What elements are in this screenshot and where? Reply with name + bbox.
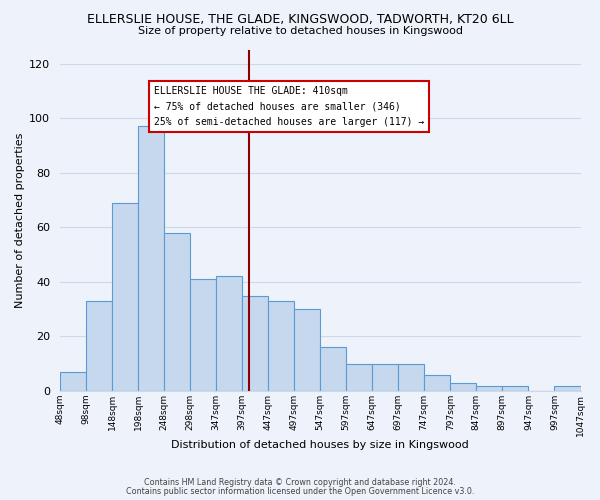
Bar: [268, 301, 294, 391]
Bar: [554, 386, 581, 391]
Y-axis label: Number of detached properties: Number of detached properties: [15, 133, 25, 308]
Bar: [112, 203, 138, 391]
Bar: [372, 364, 398, 391]
Bar: [164, 233, 190, 391]
Bar: [294, 309, 320, 391]
Text: Size of property relative to detached houses in Kingswood: Size of property relative to detached ho…: [137, 26, 463, 36]
Bar: [320, 348, 346, 391]
Text: ELLERSLIE HOUSE, THE GLADE, KINGSWOOD, TADWORTH, KT20 6LL: ELLERSLIE HOUSE, THE GLADE, KINGSWOOD, T…: [86, 12, 514, 26]
Bar: [216, 276, 242, 391]
Bar: [86, 301, 112, 391]
Bar: [242, 296, 268, 391]
Bar: [398, 364, 424, 391]
Bar: [476, 386, 502, 391]
X-axis label: Distribution of detached houses by size in Kingswood: Distribution of detached houses by size …: [172, 440, 469, 450]
Text: Contains public sector information licensed under the Open Government Licence v3: Contains public sector information licen…: [126, 487, 474, 496]
Bar: [60, 372, 86, 391]
Bar: [138, 126, 164, 391]
Bar: [450, 383, 476, 391]
Bar: [346, 364, 372, 391]
Text: ELLERSLIE HOUSE THE GLADE: 410sqm
← 75% of detached houses are smaller (346)
25%: ELLERSLIE HOUSE THE GLADE: 410sqm ← 75% …: [154, 86, 424, 127]
Bar: [424, 374, 450, 391]
Bar: [190, 279, 216, 391]
Bar: [502, 386, 529, 391]
Text: Contains HM Land Registry data © Crown copyright and database right 2024.: Contains HM Land Registry data © Crown c…: [144, 478, 456, 487]
